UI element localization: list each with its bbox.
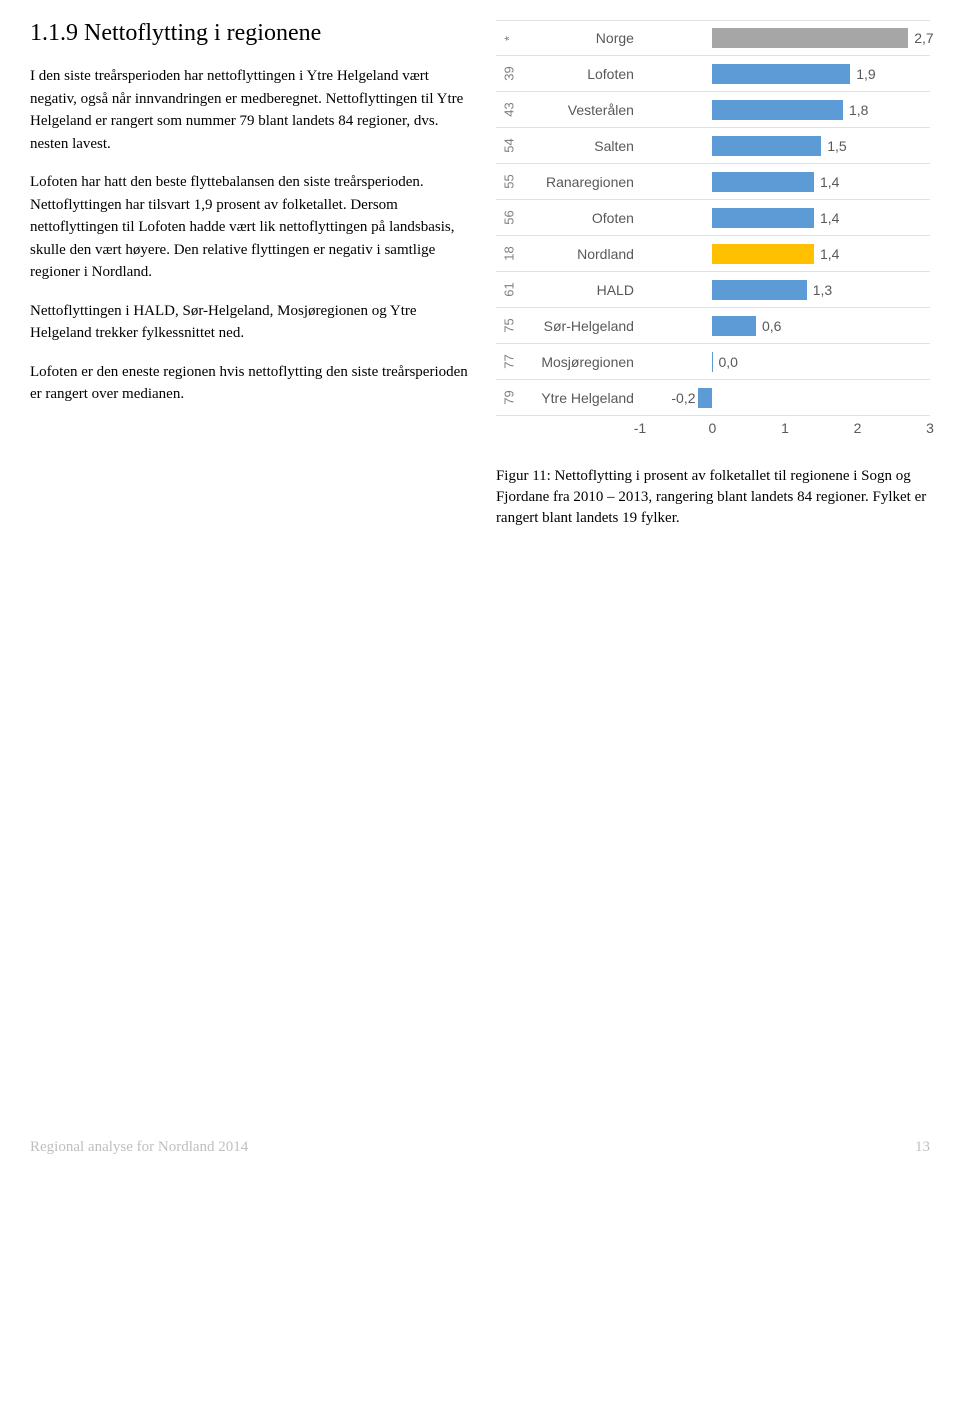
chart-value-label: 1,8 (849, 102, 868, 118)
chart-rank: 61 (501, 277, 516, 303)
chart-axis-tick: 1 (781, 420, 789, 436)
chart-row: 77 Mosjøregionen 0,0 (496, 344, 930, 380)
chart-bar (712, 136, 821, 156)
chart-value-label: -0,2 (671, 390, 695, 406)
chart-value-label: 1,3 (813, 282, 832, 298)
chart-region-label: Ytre Helgeland (522, 390, 640, 406)
chart-axis-tick: 0 (709, 420, 717, 436)
chart-bar-zone: 1,3 (640, 272, 930, 307)
chart-region-label: Mosjøregionen (522, 354, 640, 370)
figure-caption: Figur 11: Nettoflytting i prosent av fol… (496, 466, 930, 529)
chart-row: 61 HALD 1,3 (496, 272, 930, 308)
chart-x-axis: -10123 (640, 420, 930, 440)
chart-axis-tick: 3 (926, 420, 934, 436)
chart-rank: 18 (501, 241, 516, 267)
chart-bar (712, 244, 814, 264)
section-heading: 1.1.9 Nettoflytting i regionene (30, 20, 470, 47)
chart-rank: 39 (501, 61, 516, 87)
chart-bar (712, 316, 756, 336)
chart-axis-tick: -1 (634, 420, 646, 436)
chart-row: 39 Lofoten 1,9 (496, 56, 930, 92)
chart-rank: * (501, 25, 516, 51)
chart-region-label: Salten (522, 138, 640, 154)
footer-title: Regional analyse for Nordland 2014 (30, 1139, 248, 1156)
chart-bar (712, 172, 814, 192)
chart-row: 43 Vesterålen 1,8 (496, 92, 930, 128)
chart-bar (698, 388, 713, 408)
chart-region-label: Lofoten (522, 66, 640, 82)
chart-rank: 75 (501, 313, 516, 339)
chart-bar-zone: 1,8 (640, 92, 930, 127)
chart-value-label: 1,4 (820, 174, 839, 190)
paragraph: Lofoten har hatt den beste flyttebalanse… (30, 171, 470, 284)
chart-bar-zone: 1,4 (640, 200, 930, 235)
footer-page-number: 13 (915, 1139, 930, 1156)
chart-rank: 79 (501, 385, 516, 411)
chart-bar-zone: 1,4 (640, 236, 930, 271)
chart-region-label: Sør-Helgeland (522, 318, 640, 334)
chart-value-label: 1,4 (820, 210, 839, 226)
chart-bar-zone: 1,5 (640, 128, 930, 163)
chart-bar-zone: 2,7 (640, 21, 930, 55)
chart-value-label: 2,7 (914, 30, 933, 46)
paragraph: I den siste treårsperioden har nettoflyt… (30, 65, 470, 155)
chart-bar-zone: -0,2 (640, 380, 930, 415)
chart-row: 56 Ofoten 1,4 (496, 200, 930, 236)
chart-rank: 54 (501, 133, 516, 159)
chart-rank: 77 (501, 349, 516, 375)
chart-region-label: Nordland (522, 246, 640, 262)
chart-row: 54 Salten 1,5 (496, 128, 930, 164)
chart-value-label: 1,9 (856, 66, 875, 82)
netflow-bar-chart: * Norge 2,7 39 Lofoten 1,9 43 Vesterålen 1,8 54 Sa… (496, 20, 930, 416)
chart-row: 79 Ytre Helgeland -0,2 (496, 380, 930, 416)
chart-value-label: 0,6 (762, 318, 781, 334)
chart-region-label: Ofoten (522, 210, 640, 226)
chart-bar (712, 280, 806, 300)
chart-bar-zone: 1,4 (640, 164, 930, 199)
chart-row: 55 Ranaregionen 1,4 (496, 164, 930, 200)
chart-axis-tick: 2 (854, 420, 862, 436)
chart-region-label: HALD (522, 282, 640, 298)
chart-row: 75 Sør-Helgeland 0,6 (496, 308, 930, 344)
chart-row: * Norge 2,7 (496, 20, 930, 56)
chart-bar (712, 28, 908, 48)
chart-bar (712, 208, 814, 228)
chart-value-label: 1,4 (820, 246, 839, 262)
chart-bar-zone: 1,9 (640, 56, 930, 91)
chart-bar (712, 100, 843, 120)
chart-row: 18 Nordland 1,4 (496, 236, 930, 272)
chart-rank: 56 (501, 205, 516, 231)
paragraph: Nettoflyttingen i HALD, Sør-Helgeland, M… (30, 300, 470, 345)
chart-region-label: Norge (522, 30, 640, 46)
paragraph: Lofoten er den eneste regionen hvis nett… (30, 361, 470, 406)
chart-region-label: Vesterålen (522, 102, 640, 118)
chart-bar-zone: 0,0 (640, 344, 930, 379)
chart-value-label: 1,5 (827, 138, 846, 154)
chart-bar-zone: 0,6 (640, 308, 930, 343)
chart-value-label: 0,0 (718, 354, 737, 370)
chart-bar (712, 64, 850, 84)
chart-region-label: Ranaregionen (522, 174, 640, 190)
chart-rank: 43 (501, 97, 516, 123)
chart-rank: 55 (501, 169, 516, 195)
